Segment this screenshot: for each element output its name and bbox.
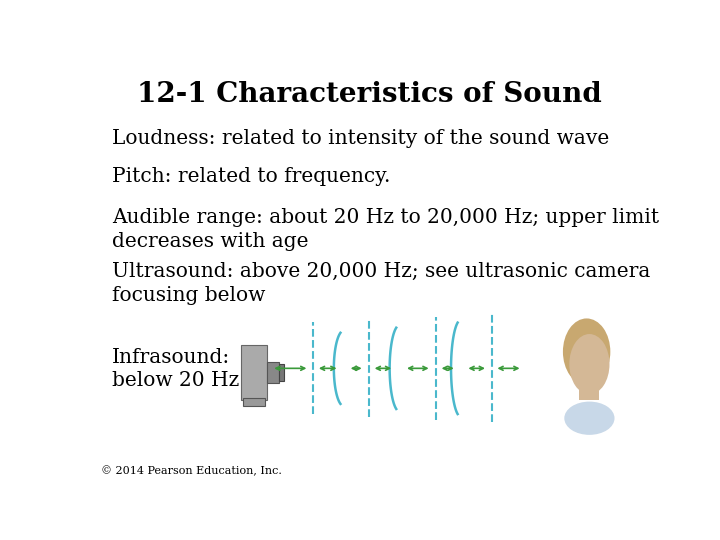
Text: Infrasound:
below 20 Hz: Infrasound: below 20 Hz xyxy=(112,348,240,390)
Bar xyxy=(580,381,600,400)
Bar xyxy=(267,362,279,383)
Ellipse shape xyxy=(570,334,610,394)
Ellipse shape xyxy=(564,402,615,435)
Bar xyxy=(243,399,265,406)
Text: © 2014 Pearson Education, Inc.: © 2014 Pearson Education, Inc. xyxy=(101,466,282,476)
Text: Audible range: about 20 Hz to 20,000 Hz; upper limit
decreases with age: Audible range: about 20 Hz to 20,000 Hz;… xyxy=(112,208,660,251)
Ellipse shape xyxy=(563,319,611,385)
Text: Ultrasound: above 20,000 Hz; see ultrasonic camera
focusing below: Ultrasound: above 20,000 Hz; see ultraso… xyxy=(112,262,651,305)
Text: Pitch: related to frequency.: Pitch: related to frequency. xyxy=(112,167,391,186)
Text: Loudness: related to intensity of the sound wave: Loudness: related to intensity of the so… xyxy=(112,129,610,149)
Bar xyxy=(279,364,284,381)
Bar xyxy=(240,346,267,400)
Text: 12-1 Characteristics of Sound: 12-1 Characteristics of Sound xyxy=(137,82,601,109)
